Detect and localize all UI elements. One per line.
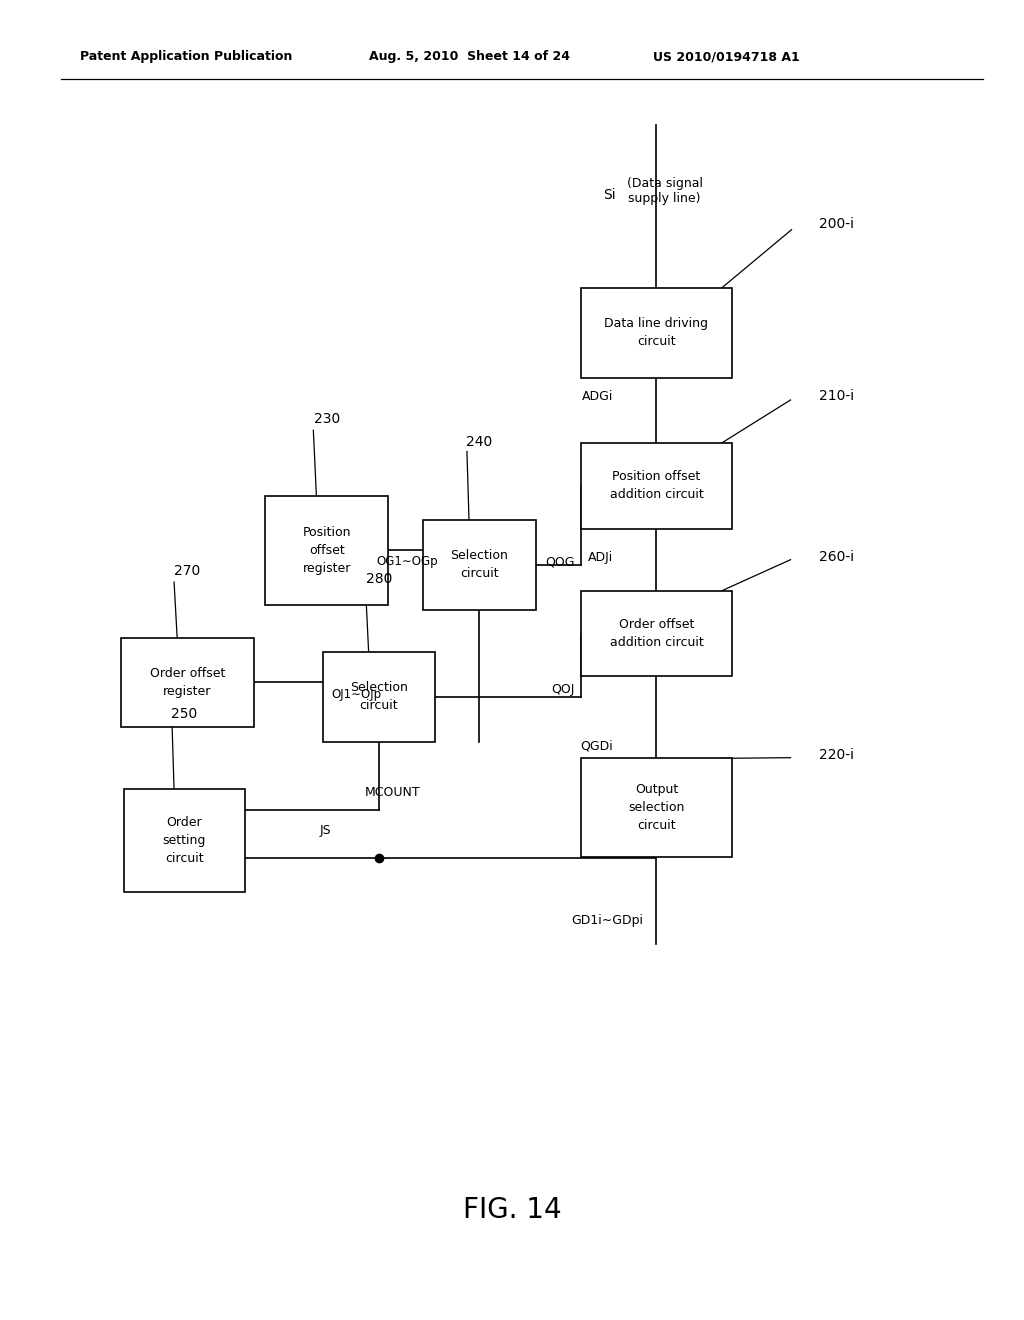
Text: 230: 230 <box>313 412 340 426</box>
Text: 240: 240 <box>466 434 493 449</box>
Text: Output
selection
circuit: Output selection circuit <box>628 783 685 833</box>
Text: Aug. 5, 2010  Sheet 14 of 24: Aug. 5, 2010 Sheet 14 of 24 <box>369 50 569 63</box>
Text: Order offset
addition circuit: Order offset addition circuit <box>609 618 703 649</box>
Text: 200-i: 200-i <box>819 218 854 231</box>
Text: 270: 270 <box>174 564 201 578</box>
Text: 280: 280 <box>366 572 392 586</box>
Text: QOG: QOG <box>546 556 574 569</box>
Text: OJ1∼OJp: OJ1∼OJp <box>332 688 381 701</box>
Text: Selection
circuit: Selection circuit <box>451 549 508 581</box>
Bar <box>265 496 388 605</box>
Text: 260-i: 260-i <box>819 550 854 564</box>
Text: Data line driving
circuit: Data line driving circuit <box>604 317 709 348</box>
Bar <box>121 638 254 727</box>
Text: QOJ: QOJ <box>552 682 574 696</box>
Text: Order
setting
circuit: Order setting circuit <box>163 816 206 866</box>
Bar <box>581 590 732 676</box>
Text: ADJi: ADJi <box>588 550 613 564</box>
Bar <box>581 288 732 378</box>
Text: US 2010/0194718 A1: US 2010/0194718 A1 <box>653 50 800 63</box>
Text: Position
offset
register: Position offset register <box>302 525 351 576</box>
Bar <box>581 758 732 858</box>
Text: Order offset
register: Order offset register <box>150 667 225 698</box>
Text: Patent Application Publication: Patent Application Publication <box>80 50 292 63</box>
Text: 220-i: 220-i <box>819 748 854 762</box>
Bar <box>581 442 732 528</box>
Text: Si: Si <box>603 189 615 202</box>
Bar <box>323 652 435 742</box>
Text: JS: JS <box>319 824 332 837</box>
Bar <box>423 520 536 610</box>
Text: GD1i∼GDpi: GD1i∼GDpi <box>571 913 643 927</box>
Text: FIG. 14: FIG. 14 <box>463 1196 561 1225</box>
Text: ADGi: ADGi <box>582 389 613 403</box>
Text: Selection
circuit: Selection circuit <box>350 681 408 713</box>
Bar <box>124 789 245 892</box>
Text: QGDi: QGDi <box>581 739 613 752</box>
Text: MCOUNT: MCOUNT <box>365 785 420 799</box>
Text: 210-i: 210-i <box>819 389 854 403</box>
Text: (Data signal
supply line): (Data signal supply line) <box>627 177 702 206</box>
Text: Position offset
addition circuit: Position offset addition circuit <box>609 470 703 502</box>
Text: 250: 250 <box>171 706 198 721</box>
Text: OG1∼OGp: OG1∼OGp <box>377 554 438 568</box>
